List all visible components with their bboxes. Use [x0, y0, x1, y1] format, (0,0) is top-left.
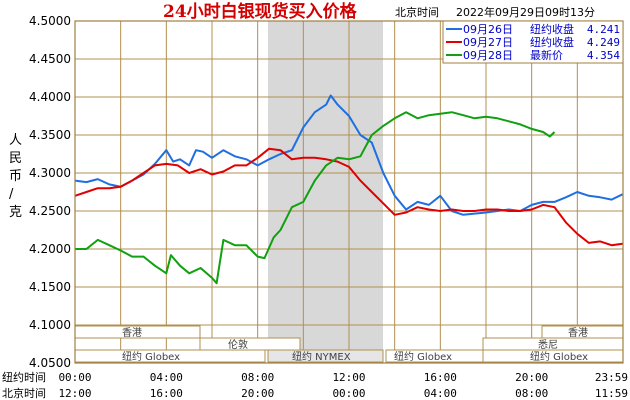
bj-time-label: 北京时间: [2, 386, 46, 400]
legend-label: 最新价: [530, 48, 563, 62]
y-tick-label: 4.2500: [29, 204, 71, 218]
ny-time-label: 纽约时间: [2, 370, 46, 384]
bj-time-tick: 00:00: [332, 387, 365, 400]
bj-time-tick: 04:00: [424, 387, 457, 400]
x-axis-ticks: 00:00 12:00 04:00 16:00 08:00 20:00 12:00 00:00…: [58, 371, 628, 400]
ny-time-tick: 08:00: [241, 371, 274, 384]
chart-title: 24小时白银现货买入价格: [163, 1, 358, 22]
y-tick-label: 4.5000: [29, 14, 71, 28]
market-label-globex-3: 纽约 Globex: [530, 350, 588, 363]
series-line-2: [74, 147, 623, 247]
y-tick-label: 4.0500: [29, 356, 71, 370]
bj-time-tick: 11:59: [595, 387, 628, 400]
legend-date: 09月28日: [463, 49, 513, 62]
price-series: [74, 94, 623, 285]
market-label-hongkong: 香港: [122, 327, 142, 339]
market-label-sydney: 悉尼: [538, 339, 558, 351]
timestamp: 2022年09月29日09时13分: [456, 5, 595, 19]
svg-text:人民币/克: 人民币/克: [9, 133, 22, 220]
ny-time-tick: 23:59: [595, 371, 628, 384]
legend-date: 09月26日: [463, 23, 513, 36]
bj-time-tick: 08:00: [515, 387, 548, 400]
legend-label: 纽约收盘: [530, 22, 574, 36]
ny-time-tick: 00:00: [58, 371, 91, 384]
y-tick-label: 4.3500: [29, 128, 71, 142]
plot-frame: [74, 20, 624, 364]
legend-value: 4.241: [587, 23, 620, 36]
market-band-nymex: [267, 349, 384, 363]
ny-time-tick: 12:00: [332, 371, 365, 384]
y-tick-label: 4.1500: [29, 280, 71, 294]
market-band-london: [199, 337, 301, 351]
bj-time-tick: 12:00: [58, 387, 91, 400]
series-line-3: [75, 111, 556, 285]
timezone-label: 北京时间: [395, 5, 439, 19]
y-axis-label: 人民币/克: [9, 133, 22, 220]
legend-value: 4.354: [587, 49, 620, 62]
y-tick-label: 4.2000: [29, 242, 71, 256]
market-label-hongkong-2: 香港: [568, 327, 588, 339]
legend-date: 09月27日: [463, 36, 513, 49]
bj-time-tick: 20:00: [241, 387, 274, 400]
y-tick-label: 4.4000: [29, 90, 71, 104]
market-label-nymex: 纽约 NYMEX: [292, 350, 351, 363]
ny-time-tick: 04:00: [150, 371, 183, 384]
market-sessions: 香港 伦敦 纽约 Globex 纽约 NYMEX 纽约 Globex 香港 悉尼…: [74, 325, 624, 363]
legend-value: 4.249: [587, 36, 620, 49]
series-line-1: [74, 94, 623, 216]
nymex-session-shade: [268, 21, 383, 363]
legend-label: 纽约收盘: [530, 35, 574, 49]
market-label-globex-2: 纽约 Globex: [394, 350, 452, 363]
market-label-globex-1: 纽约 Globex: [122, 350, 180, 363]
y-tick-label: 4.3000: [29, 166, 71, 180]
y-axis-ticks: 4.5000 4.4500 4.4000 4.3500 4.3000 4.2500 4.20…: [29, 14, 71, 370]
ny-time-tick: 20:00: [515, 371, 548, 384]
legend-box: [442, 20, 624, 64]
y-tick-label: 4.1000: [29, 318, 71, 332]
bj-time-tick: 16:00: [150, 387, 183, 400]
market-label-london: 伦敦: [228, 338, 248, 351]
ny-time-tick: 16:00: [424, 371, 457, 384]
y-tick-label: 4.4500: [29, 52, 71, 66]
